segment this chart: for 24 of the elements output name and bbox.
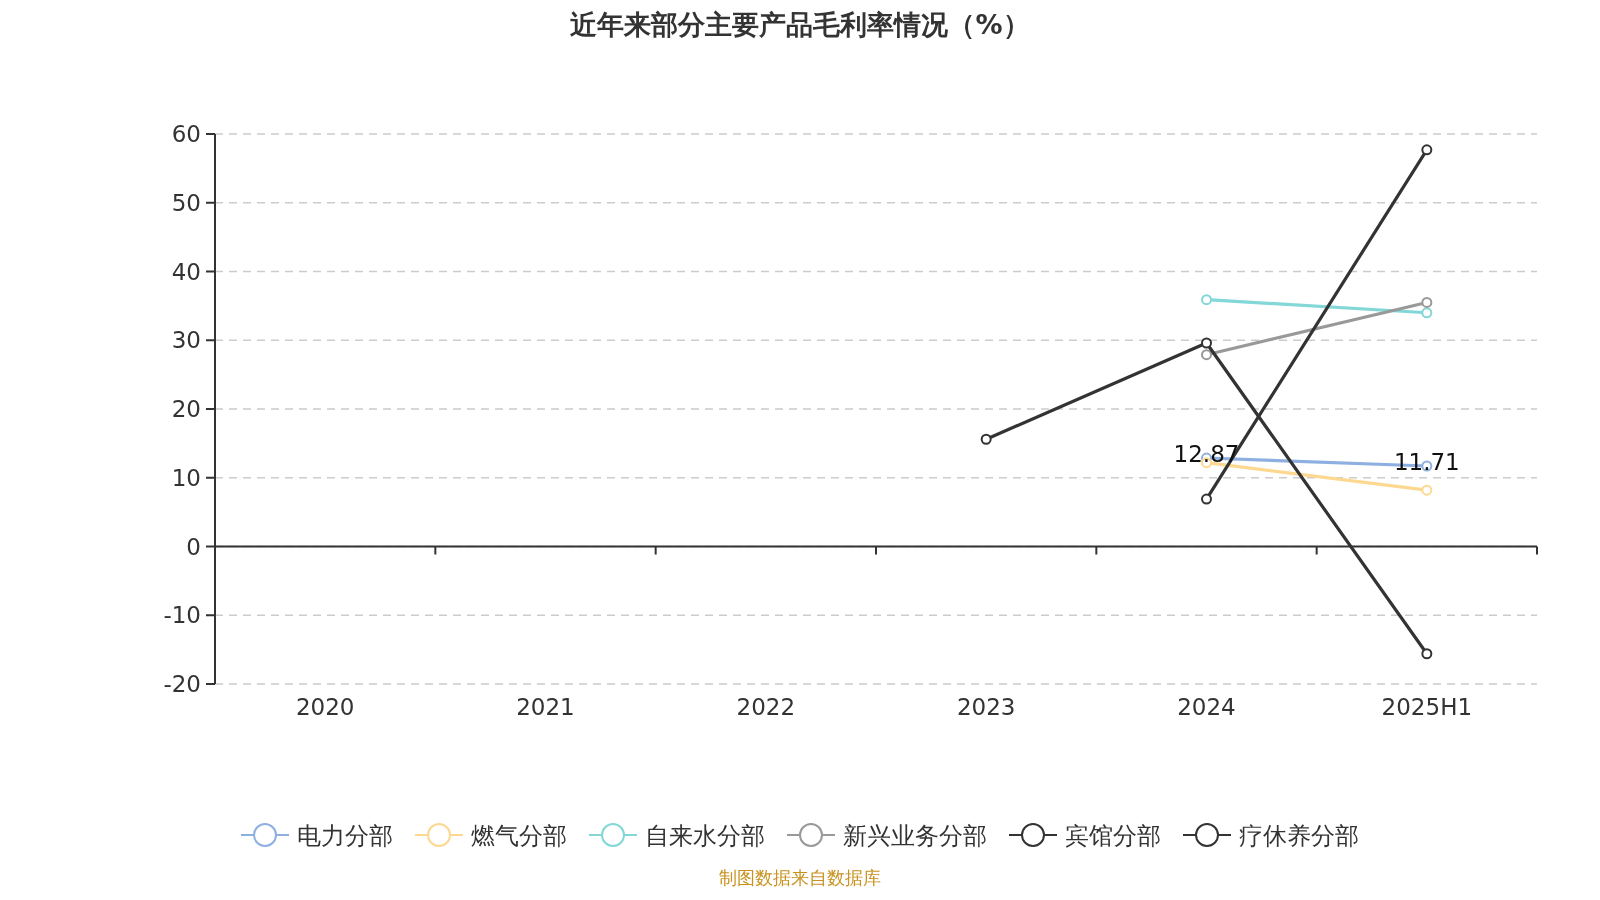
y-tick-label: 20 [171, 396, 201, 422]
legend-label: 宾馆分部 [1065, 822, 1161, 850]
x-tick-label: 2020 [295, 694, 355, 720]
y-tick-label: -10 [163, 602, 201, 629]
y-tick-label: -20 [163, 671, 201, 697]
y-tick-label: 0 [186, 533, 201, 560]
legend-label: 电力分部 [297, 822, 393, 850]
x-tick-label: 2025H1 [1381, 694, 1473, 720]
x-tick-label: 2024 [1177, 694, 1236, 720]
title: 近年来部分主要产品毛利率情况（%） [570, 9, 1030, 40]
annotation: 制图数据来自数据库 [719, 867, 881, 888]
y-tick-label: 10 [171, 464, 201, 491]
legend-label: 燃气分部 [471, 822, 567, 850]
x-tick-label: 2022 [736, 694, 796, 720]
y-tick-label: 60 [171, 121, 201, 147]
legend-label: 新兴业务分部 [843, 822, 987, 850]
x-tick-label: 2021 [516, 694, 575, 720]
y-tick-label: 30 [171, 327, 201, 354]
data-label: 11.71 [1393, 449, 1460, 475]
legend-label: 自来水分部 [645, 822, 765, 850]
legend-label: 疗休养分部 [1239, 822, 1359, 850]
y-tick-label: 50 [171, 189, 201, 216]
x-tick-label: 2023 [956, 694, 1016, 720]
y-tick-label: 40 [171, 258, 201, 285]
